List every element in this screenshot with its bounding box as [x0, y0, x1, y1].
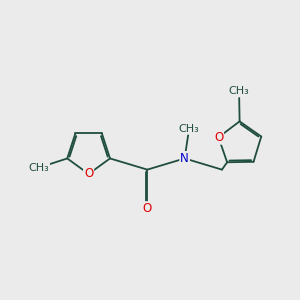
Text: O: O — [143, 202, 152, 215]
Text: CH₃: CH₃ — [229, 86, 250, 96]
Text: CH₃: CH₃ — [179, 124, 200, 134]
Text: O: O — [84, 167, 93, 181]
Text: N: N — [180, 152, 189, 165]
Text: CH₃: CH₃ — [28, 163, 49, 173]
Text: O: O — [214, 131, 223, 144]
